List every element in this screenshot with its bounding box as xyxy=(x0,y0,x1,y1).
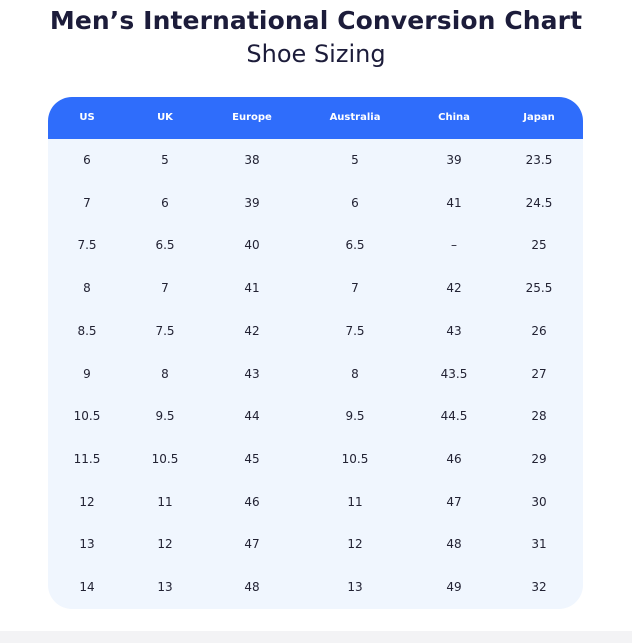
table-cell-uk: 13 xyxy=(157,580,173,594)
table-cell-us: 8.5 xyxy=(77,323,97,338)
table-cell-europe: 39 xyxy=(244,195,260,210)
table-cell-china: 44.5 xyxy=(440,409,468,424)
column-header-australia: Australia xyxy=(329,112,381,123)
table-cell-us: 14 xyxy=(79,580,95,594)
table-cell-australia: 12 xyxy=(347,537,363,552)
table-cell-europe: 45 xyxy=(244,451,260,466)
table-cell-japan: 29 xyxy=(531,451,547,466)
table-cell-us: 7.5 xyxy=(77,238,97,253)
table-cell-australia: 10.5 xyxy=(341,451,369,466)
table-cell-europe: 48 xyxy=(244,580,260,594)
table-cell-australia: 8 xyxy=(351,366,359,381)
table-cell-australia: 6 xyxy=(351,195,359,210)
page-title: Men’s International Conversion Chart xyxy=(49,6,583,35)
table-cell-japan: 23.5 xyxy=(525,153,553,167)
table-cell-china: 42 xyxy=(446,281,462,296)
table-cell-china: 43 xyxy=(446,323,462,338)
table-cell-china: 49 xyxy=(446,580,462,594)
page-footer-band xyxy=(0,631,632,643)
table-cell-uk: 8 xyxy=(161,366,169,381)
table-cell-australia: 13 xyxy=(347,580,363,594)
table-cell-china: 41 xyxy=(446,195,462,210)
column-header-china: China xyxy=(438,112,470,123)
table-cell-us: 12 xyxy=(79,494,95,509)
table-cell-us: 11.5 xyxy=(73,451,101,466)
table-header-row: US UK Europe Australia China Japan xyxy=(48,97,583,139)
table-cell-china: – xyxy=(451,238,457,253)
column-header-europe: Europe xyxy=(232,112,272,123)
table-cell-australia: 5 xyxy=(351,153,359,167)
table-cell-europe: 41 xyxy=(244,281,260,296)
table-cell-japan: 27 xyxy=(531,366,547,381)
table-cell-europe: 44 xyxy=(244,409,260,424)
table-cell-china: 39 xyxy=(446,153,462,167)
table-cell-japan: 30 xyxy=(531,494,547,509)
table-cell-australia: 7 xyxy=(351,281,359,296)
table-cell-australia: 9.5 xyxy=(345,409,365,424)
table-cell-uk: 7 xyxy=(161,281,169,296)
table-cell-us: 7 xyxy=(83,195,91,210)
table-cell-china: 48 xyxy=(446,537,462,552)
table-cell-china: 43.5 xyxy=(440,366,468,381)
table-cell-japan: 24.5 xyxy=(525,195,553,210)
table-cell-japan: 31 xyxy=(531,537,547,552)
table-cell-japan: 25 xyxy=(531,238,547,253)
page-subtitle: Shoe Sizing xyxy=(246,40,386,68)
table-cell-europe: 47 xyxy=(244,537,260,552)
table-cell-us: 8 xyxy=(83,281,91,296)
table-cell-uk: 6.5 xyxy=(155,238,175,253)
table-cell-china: 47 xyxy=(446,494,462,509)
table-cell-uk: 9.5 xyxy=(155,409,175,424)
column-header-japan: Japan xyxy=(523,112,555,123)
table-cell-uk: 12 xyxy=(157,537,173,552)
conversion-table: US UK Europe Australia China Japan 6 5 38 5 39 23.… xyxy=(48,97,583,609)
table-cell-uk: 5 xyxy=(161,153,169,167)
table-cell-japan: 32 xyxy=(531,580,547,594)
table-cell-uk: 10.5 xyxy=(151,451,179,466)
table-cell-us: 6 xyxy=(83,153,91,167)
table-cell-us: 13 xyxy=(79,537,95,552)
column-header-us: US xyxy=(79,112,95,123)
table-cell-australia: 7.5 xyxy=(345,323,365,338)
table-cell-japan: 26 xyxy=(531,323,547,338)
table-cell-australia: 11 xyxy=(347,494,363,509)
table-cell-europe: 46 xyxy=(244,494,260,509)
table-cell-japan: 28 xyxy=(531,409,547,424)
table-cell-us: 9 xyxy=(83,366,91,381)
table-cell-us: 10.5 xyxy=(73,409,101,424)
table-cell-europe: 42 xyxy=(244,323,260,338)
table-cell-australia: 6.5 xyxy=(345,238,365,253)
table-cell-europe: 43 xyxy=(244,366,260,381)
table-cell-uk: 7.5 xyxy=(155,323,175,338)
table-cell-uk: 11 xyxy=(157,494,173,509)
column-header-uk: UK xyxy=(157,112,173,123)
table-cell-uk: 6 xyxy=(161,195,169,210)
table-cell-europe: 38 xyxy=(244,153,260,167)
table-cell-china: 46 xyxy=(446,451,462,466)
table-cell-europe: 40 xyxy=(244,238,260,253)
table-cell-japan: 25.5 xyxy=(525,281,553,296)
